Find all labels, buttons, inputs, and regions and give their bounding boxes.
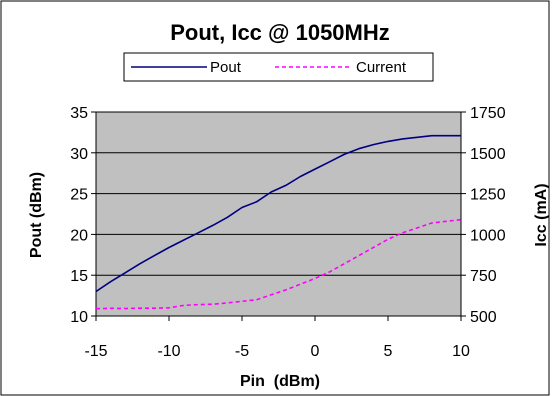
y-axis-label: Pout (dBm) [28, 172, 45, 258]
legend: Pout Current [123, 52, 434, 82]
x-tick-label: 5 [384, 343, 393, 360]
y-tick-label: 15 [70, 268, 88, 285]
x-tick-label: -10 [157, 343, 180, 360]
y-tick-label: 25 [70, 187, 88, 204]
legend-label-current: Current [356, 59, 407, 76]
y2-tick-label: 750 [470, 268, 497, 285]
series-line-pout [95, 134, 461, 293]
x-tick-label: 0 [311, 343, 320, 360]
y-tick-label: 35 [70, 105, 88, 122]
tick-labels: 10 15 20 25 30 35 500 750 1000 1250 1500 1750 -15 -10… [70, 105, 505, 360]
series-lines [95, 134, 462, 310]
y2-tick-label: 1250 [470, 187, 506, 204]
y2-tick-label: 1000 [470, 227, 506, 244]
y2-tick-label: 500 [470, 309, 497, 326]
plot-area [95, 111, 462, 317]
tick-marks [91, 111, 466, 321]
series-line-current [95, 218, 462, 310]
y-tick-label: 10 [70, 309, 88, 326]
x-tick-label: -15 [84, 343, 107, 360]
x-tick-label: 10 [452, 343, 470, 360]
x-tick-label: -5 [235, 343, 249, 360]
x-axis-label: Pin (dBm) [240, 373, 320, 390]
gridlines [96, 152, 461, 276]
y-tick-label: 30 [70, 146, 88, 163]
y2-axis-label: Icc (mA) [533, 183, 550, 246]
y2-tick-label: 1500 [470, 146, 506, 163]
y2-tick-label: 1750 [470, 105, 506, 122]
y-tick-label: 20 [70, 227, 88, 244]
chart-title: Pout, Icc @ 1050MHz [170, 20, 390, 45]
legend-label-pout: Pout [210, 59, 242, 76]
